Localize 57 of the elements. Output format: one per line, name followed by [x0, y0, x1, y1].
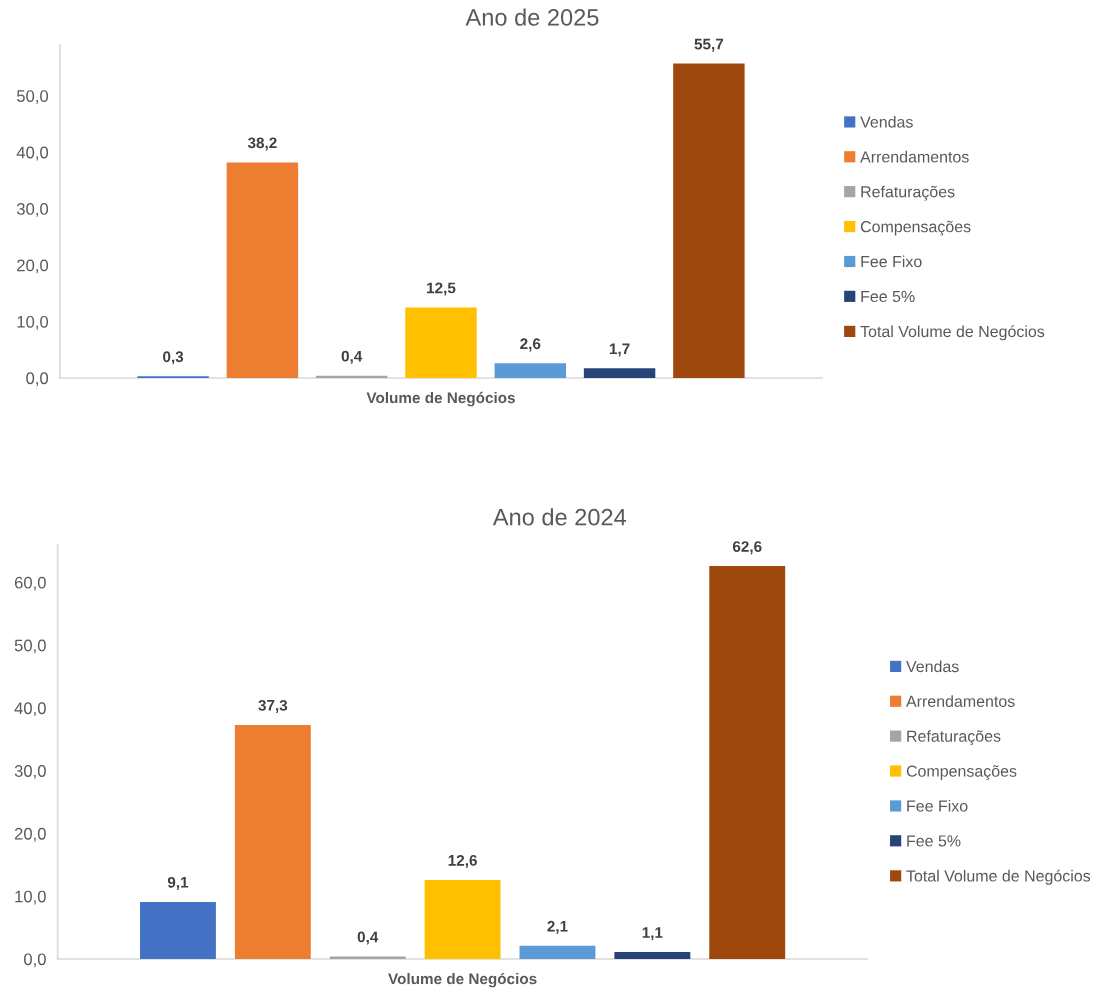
bar — [424, 879, 501, 959]
data-label: 0,4 — [341, 350, 363, 364]
legend-label: Fee Fixo — [907, 799, 968, 812]
y-tick-label: 40,0 — [14, 702, 46, 717]
bar — [519, 945, 596, 959]
bar — [226, 162, 299, 378]
legend-label: Vendas — [906, 660, 959, 673]
legend-label: Fee Fixo — [861, 255, 922, 268]
data-label: 12,6 — [448, 854, 477, 868]
legend-label: Total Volume de Negócios — [906, 869, 1091, 885]
data-label: 0,4 — [357, 931, 379, 945]
bar — [673, 63, 745, 378]
legend-label: Total Volume de Negócios — [860, 325, 1045, 341]
data-label: 2,6 — [520, 338, 541, 352]
data-label: 1,7 — [609, 343, 630, 357]
legend-label: Fee 5% — [861, 290, 915, 303]
bar — [329, 956, 406, 959]
y-tick-label: 30,0 — [14, 765, 46, 779]
chart-title: Ano de 2024 — [492, 508, 627, 526]
legend-label: Compensações — [860, 220, 971, 236]
data-label: 62,6 — [732, 541, 762, 555]
y-tick-label: 50,0 — [14, 639, 46, 654]
legend-label: Arrendamentos — [860, 150, 969, 163]
y-tick-label: 0,0 — [23, 953, 46, 968]
data-label: 2,1 — [547, 920, 568, 934]
y-tick-label: 10,0 — [17, 315, 49, 330]
legend-label: Compensações — [906, 765, 1017, 780]
bar — [709, 566, 786, 959]
legend-label: Fee 5% — [907, 835, 961, 847]
bar — [494, 363, 566, 378]
y-tick-label: 20,0 — [14, 827, 46, 842]
bar — [405, 307, 477, 378]
data-label: 1,1 — [642, 927, 663, 941]
legend-label: Refaturações — [861, 185, 955, 201]
bar — [583, 368, 656, 378]
bar — [234, 724, 311, 959]
data-label: 37,3 — [258, 699, 288, 713]
y-tick-label: 30,0 — [16, 203, 49, 217]
data-label: 55,7 — [694, 38, 724, 52]
y-tick-label: 0,0 — [26, 372, 49, 387]
data-label: 9,1 — [167, 876, 189, 890]
y-tick-label: 10,0 — [15, 890, 46, 905]
data-label: 12,5 — [427, 282, 456, 296]
y-tick-label: 20,0 — [17, 259, 49, 274]
data-label: 38,2 — [247, 137, 277, 151]
legend-label: Arrendamentos — [906, 695, 1015, 707]
x-tick-label: Volume de Negócios — [388, 972, 537, 988]
legend-label: Vendas — [860, 115, 913, 128]
data-label: 0,3 — [163, 351, 184, 365]
bar — [140, 901, 216, 959]
x-tick-label: Volume de Negócios — [366, 391, 515, 407]
y-tick-label: 50,0 — [16, 90, 49, 104]
bar — [614, 952, 691, 959]
y-tick-label: 60,0 — [14, 576, 46, 591]
legend-label: Refaturações — [907, 730, 1001, 746]
chart-title: Ano de 2025 — [465, 8, 599, 26]
y-tick-label: 40,0 — [16, 146, 49, 161]
